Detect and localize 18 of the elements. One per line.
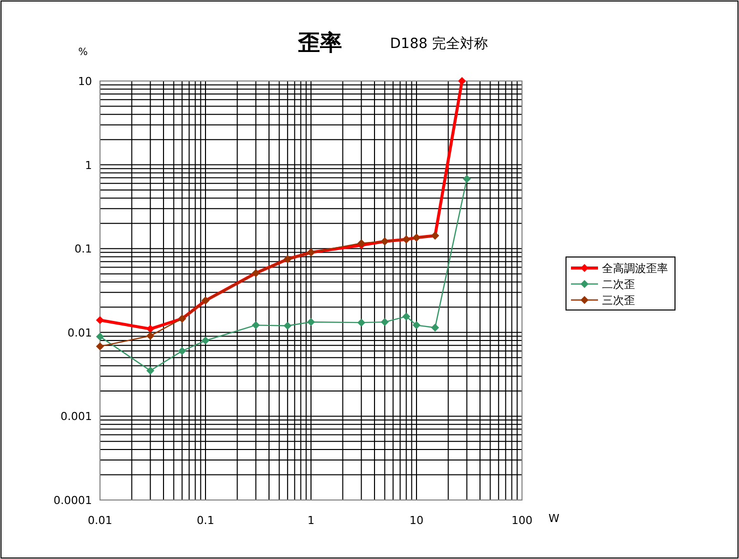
y-tick-label: 0.001 [60,410,92,424]
y-tick-label: 0.0001 [54,494,92,507]
legend-label: 三次歪 [602,294,635,307]
y-tick-label: 0.1 [74,242,92,256]
chart-subtitle: D188 完全対称 [390,36,488,52]
y-tick-label: 0.01 [68,326,92,340]
x-tick-label: 0.01 [88,514,112,527]
y-axis-title: % [78,47,88,58]
x-tick-label: 0.1 [196,514,214,527]
x-tick-label: 100 [512,514,532,527]
legend-label: 二次歪 [602,278,635,291]
y-tick-label: 1 [85,158,92,172]
x-axis-title: W [548,512,560,525]
chart-title: 歪率 [297,30,342,56]
y-tick-label: 10 [78,75,92,88]
x-tick-label: 10 [410,514,424,527]
x-tick-label: 1 [308,514,314,527]
legend-label: 全高調波歪率 [602,262,668,275]
